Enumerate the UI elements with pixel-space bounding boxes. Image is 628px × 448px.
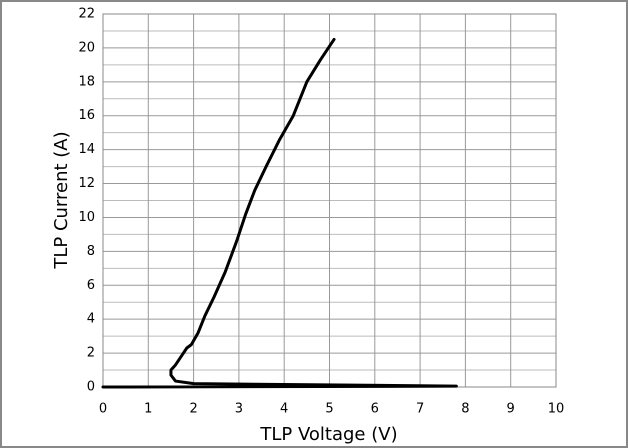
y-tick-label: 16 [78,108,95,123]
x-tick-label: 1 [144,402,152,417]
y-axis-title: TLP Current (A) [51,131,72,269]
y-tick-label: 20 [78,40,95,55]
x-tick-label: 9 [507,402,515,417]
x-tick-label: 2 [189,402,197,417]
y-tick-label: 6 [87,278,95,293]
y-tick-label: 18 [78,74,95,89]
x-tick-label: 10 [548,402,565,417]
y-tick-label: 10 [78,210,95,225]
x-tick-label: 8 [461,402,469,417]
x-tick-label: 4 [280,402,288,417]
x-axis-title: TLP Voltage (V) [259,424,397,445]
x-tick-label: 5 [325,402,333,417]
x-tick-label: 3 [235,402,243,417]
data-line [101,37,458,389]
x-tick-label: 7 [416,402,424,417]
y-tick-label: 0 [87,380,95,395]
x-tick-label: 0 [99,402,107,417]
y-tick-label: 4 [87,312,95,327]
y-tick-label: 14 [78,142,95,157]
y-tick-label: 22 [78,7,95,22]
x-tick-label: 6 [371,402,379,417]
y-tick-label: 12 [78,176,95,191]
y-tick-label: 8 [87,244,95,259]
y-tick-label: 2 [87,346,95,361]
